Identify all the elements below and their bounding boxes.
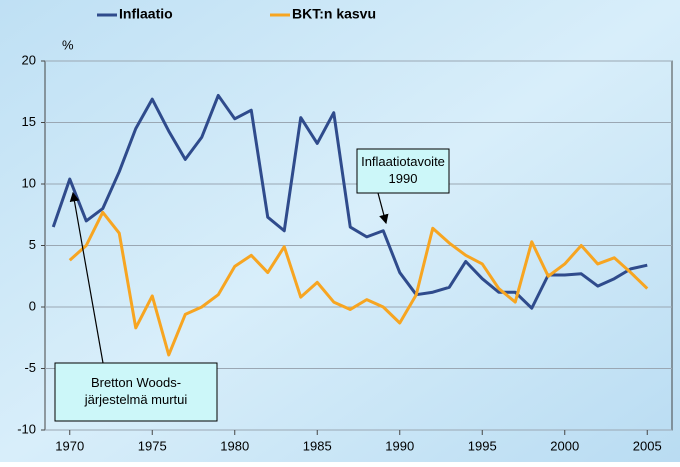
x-tick-label: 1980 — [220, 438, 249, 453]
annotation-text: järjestelmä murtui — [84, 392, 188, 407]
series-line — [68, 210, 649, 357]
annotation-arrow — [377, 192, 389, 225]
y-tick-label: 10 — [22, 175, 36, 190]
y-unit: % — [62, 37, 74, 52]
annotation-text: Inflaatiotavoite — [361, 154, 445, 169]
x-tick-label: 1995 — [468, 438, 497, 453]
x-tick-label: 2000 — [550, 438, 579, 453]
x-tick-label: 1985 — [303, 438, 332, 453]
y-tick-label: -10 — [17, 421, 36, 436]
y-tick-label: 15 — [22, 114, 36, 129]
y-tick-label: 20 — [22, 52, 36, 67]
annotation-arrow — [69, 191, 104, 364]
legend-label: BKT:n kasvu — [292, 6, 376, 22]
legend-label: Inflaatio — [119, 6, 173, 22]
annotation-text: Bretton Woods- — [91, 375, 181, 390]
y-tick-label: 0 — [29, 298, 36, 313]
x-tick-label: 1970 — [55, 438, 84, 453]
x-tick-label: 1975 — [138, 438, 167, 453]
y-tick-label: 5 — [29, 237, 36, 252]
annotation-box — [54, 362, 218, 422]
x-tick-label: 2005 — [633, 438, 662, 453]
annotation-text: 1990 — [389, 171, 418, 186]
annotation-box — [356, 148, 450, 194]
x-tick-label: 1990 — [385, 438, 414, 453]
y-tick-label: -5 — [24, 360, 36, 375]
